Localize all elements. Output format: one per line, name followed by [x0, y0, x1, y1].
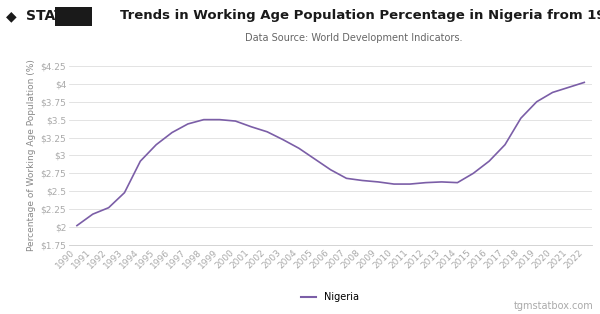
Y-axis label: Percentage of Working Age Population (%): Percentage of Working Age Population (%) — [27, 59, 36, 252]
Text: ◆: ◆ — [6, 9, 22, 24]
Text: STAT: STAT — [26, 9, 64, 24]
Legend: Nigeria: Nigeria — [298, 288, 362, 306]
Text: Trends in Working Age Population Percentage in Nigeria from 1990 to 2022: Trends in Working Age Population Percent… — [120, 9, 600, 22]
Text: BOX: BOX — [57, 9, 90, 24]
Text: Data Source: World Development Indicators.: Data Source: World Development Indicator… — [245, 33, 463, 43]
Text: tgmstatbox.com: tgmstatbox.com — [514, 301, 594, 311]
